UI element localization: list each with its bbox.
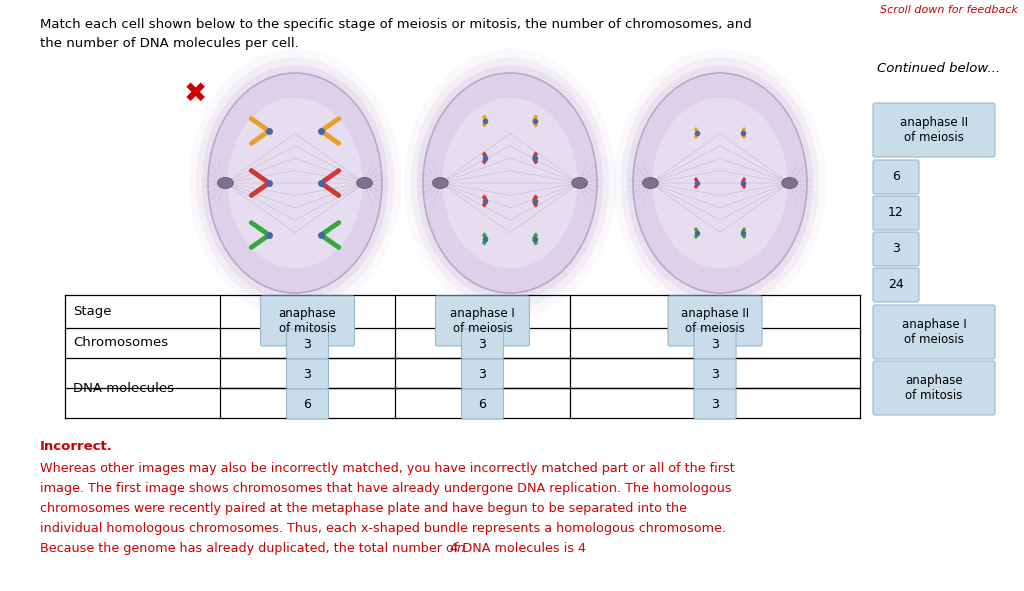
Ellipse shape	[781, 177, 798, 189]
FancyBboxPatch shape	[287, 389, 329, 419]
FancyBboxPatch shape	[873, 305, 995, 359]
Text: anaphase II
of meiosis: anaphase II of meiosis	[900, 116, 968, 144]
Text: anaphase II
of meiosis: anaphase II of meiosis	[681, 307, 750, 335]
Text: anaphase
of mitosis: anaphase of mitosis	[279, 307, 336, 335]
Text: 3: 3	[303, 337, 311, 350]
Text: 12: 12	[888, 206, 904, 219]
FancyBboxPatch shape	[873, 103, 995, 157]
FancyBboxPatch shape	[873, 268, 919, 302]
FancyBboxPatch shape	[873, 196, 919, 230]
Text: 4: 4	[450, 542, 457, 555]
Text: 6: 6	[478, 398, 486, 411]
FancyBboxPatch shape	[668, 296, 762, 346]
Ellipse shape	[417, 65, 603, 301]
FancyBboxPatch shape	[462, 389, 504, 419]
FancyBboxPatch shape	[435, 296, 529, 346]
Ellipse shape	[621, 57, 819, 309]
Text: Chromosomes: Chromosomes	[73, 336, 168, 349]
Ellipse shape	[423, 73, 597, 293]
Text: DNA molecules: DNA molecules	[73, 382, 174, 395]
Text: 3: 3	[478, 337, 486, 350]
Ellipse shape	[411, 57, 609, 309]
Text: anaphase
of mitosis: anaphase of mitosis	[905, 374, 963, 402]
FancyBboxPatch shape	[694, 359, 736, 389]
Text: 3: 3	[303, 368, 311, 381]
FancyBboxPatch shape	[462, 359, 504, 389]
Text: 3: 3	[478, 368, 486, 381]
Text: 6: 6	[303, 398, 311, 411]
Ellipse shape	[188, 49, 401, 317]
Text: 3: 3	[711, 398, 719, 411]
Ellipse shape	[613, 49, 826, 317]
Text: ✖: ✖	[183, 80, 207, 108]
Ellipse shape	[356, 177, 373, 189]
Ellipse shape	[627, 65, 813, 301]
Ellipse shape	[633, 73, 807, 293]
Ellipse shape	[403, 49, 616, 317]
Text: 6: 6	[892, 170, 900, 183]
Ellipse shape	[196, 57, 394, 309]
Text: individual homologous chromosomes. Thus, each x-shaped bundle represents a homol: individual homologous chromosomes. Thus,…	[40, 522, 726, 535]
FancyBboxPatch shape	[873, 361, 995, 415]
FancyBboxPatch shape	[694, 389, 736, 419]
Text: Whereas other images may also be incorrectly matched, you have incorrectly match: Whereas other images may also be incorre…	[40, 462, 735, 475]
FancyBboxPatch shape	[287, 359, 329, 389]
Text: 24: 24	[888, 278, 904, 291]
Text: anaphase I
of meiosis: anaphase I of meiosis	[901, 318, 967, 346]
FancyBboxPatch shape	[873, 232, 919, 266]
FancyBboxPatch shape	[462, 329, 504, 359]
Text: anaphase I
of meiosis: anaphase I of meiosis	[451, 307, 515, 335]
FancyBboxPatch shape	[260, 296, 354, 346]
Text: Match each cell shown below to the specific stage of meiosis or mitosis, the num: Match each cell shown below to the speci…	[40, 18, 752, 50]
Text: Incorrect.: Incorrect.	[40, 440, 113, 453]
Text: Continued below...: Continued below...	[877, 62, 1000, 75]
Ellipse shape	[571, 177, 588, 189]
Ellipse shape	[208, 73, 382, 293]
Ellipse shape	[442, 98, 578, 268]
Ellipse shape	[643, 177, 658, 189]
Text: 3: 3	[711, 337, 719, 350]
Text: 3: 3	[711, 368, 719, 381]
Text: Scroll down for feedback: Scroll down for feedback	[880, 5, 1018, 15]
Ellipse shape	[432, 177, 449, 189]
Ellipse shape	[652, 98, 787, 268]
FancyBboxPatch shape	[873, 160, 919, 194]
Ellipse shape	[227, 98, 362, 268]
FancyBboxPatch shape	[287, 329, 329, 359]
Text: n.: n.	[456, 542, 468, 555]
Text: chromosomes were recently paired at the metaphase plate and have begun to be sep: chromosomes were recently paired at the …	[40, 502, 687, 515]
FancyBboxPatch shape	[694, 329, 736, 359]
Text: Stage: Stage	[73, 305, 112, 318]
Text: image. The first image shows chromosomes that have already undergone DNA replica: image. The first image shows chromosomes…	[40, 482, 731, 495]
Ellipse shape	[202, 65, 388, 301]
Ellipse shape	[217, 177, 233, 189]
Text: Because the genome has already duplicated, the total number of DNA molecules is : Because the genome has already duplicate…	[40, 542, 586, 555]
Text: 3: 3	[892, 242, 900, 255]
